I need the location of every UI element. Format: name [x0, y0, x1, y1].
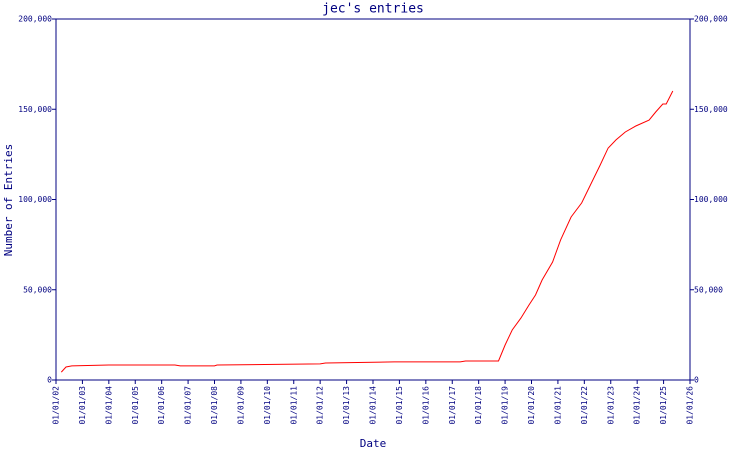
- x-tick-label: 01/01/13: [342, 386, 351, 425]
- x-tick-label: 01/01/08: [210, 386, 219, 425]
- x-tick-label: 01/01/05: [131, 386, 140, 425]
- y2-tick-label: 150,000: [694, 105, 728, 114]
- y-axis-title: Number of Entries: [2, 144, 15, 257]
- data-line: [60, 90, 674, 373]
- x-tick-label: 01/01/09: [236, 386, 245, 425]
- x-tick-label: 01/01/02: [52, 386, 61, 425]
- x-tick-label: 01/01/20: [527, 386, 536, 425]
- y-tick-label: 0: [47, 376, 52, 385]
- x-tick-label: 01/01/14: [369, 386, 378, 425]
- x-tick-label: 01/01/22: [580, 386, 589, 425]
- y-tick-label: 200,000: [18, 15, 52, 24]
- x-tick-label: 01/01/15: [395, 386, 404, 425]
- x-tick-label: 01/01/16: [421, 386, 430, 425]
- x-tick-label: 01/01/23: [606, 386, 615, 425]
- plot-frame: [55, 18, 691, 381]
- x-tick-label: 01/01/19: [501, 386, 510, 425]
- x-tick-label: 01/01/24: [633, 386, 642, 425]
- chart-title: jec's entries: [322, 2, 424, 17]
- x-tick-label: 01/01/26: [686, 386, 695, 425]
- y-tick-label: 150,000: [18, 105, 52, 114]
- x-tick-label: 01/01/03: [78, 386, 87, 425]
- x-tick-label: 01/01/21: [553, 386, 562, 425]
- x-tick-label: 01/01/10: [263, 386, 272, 425]
- y-tick-label: 50,000: [23, 285, 52, 294]
- x-tick-label: 01/01/12: [316, 386, 325, 425]
- x-tick-label: 01/01/17: [448, 386, 457, 425]
- x-tick-label: 01/01/18: [474, 386, 483, 425]
- y2-tick-label: 200,000: [694, 15, 728, 24]
- x-tick-label: 01/01/07: [184, 386, 193, 425]
- x-tick-label: 01/01/11: [289, 386, 298, 425]
- x-tick-label: 01/01/25: [659, 386, 668, 425]
- x-tick-label: 01/01/04: [104, 386, 113, 425]
- x-tick-label: 01/01/06: [157, 386, 166, 425]
- y-tick-label: 100,000: [18, 195, 52, 204]
- y2-tick-label: 100,000: [694, 195, 728, 204]
- x-axis-title: Date: [360, 437, 387, 450]
- y2-tick-label: 0: [694, 376, 699, 385]
- y2-tick-label: 50,000: [694, 285, 723, 294]
